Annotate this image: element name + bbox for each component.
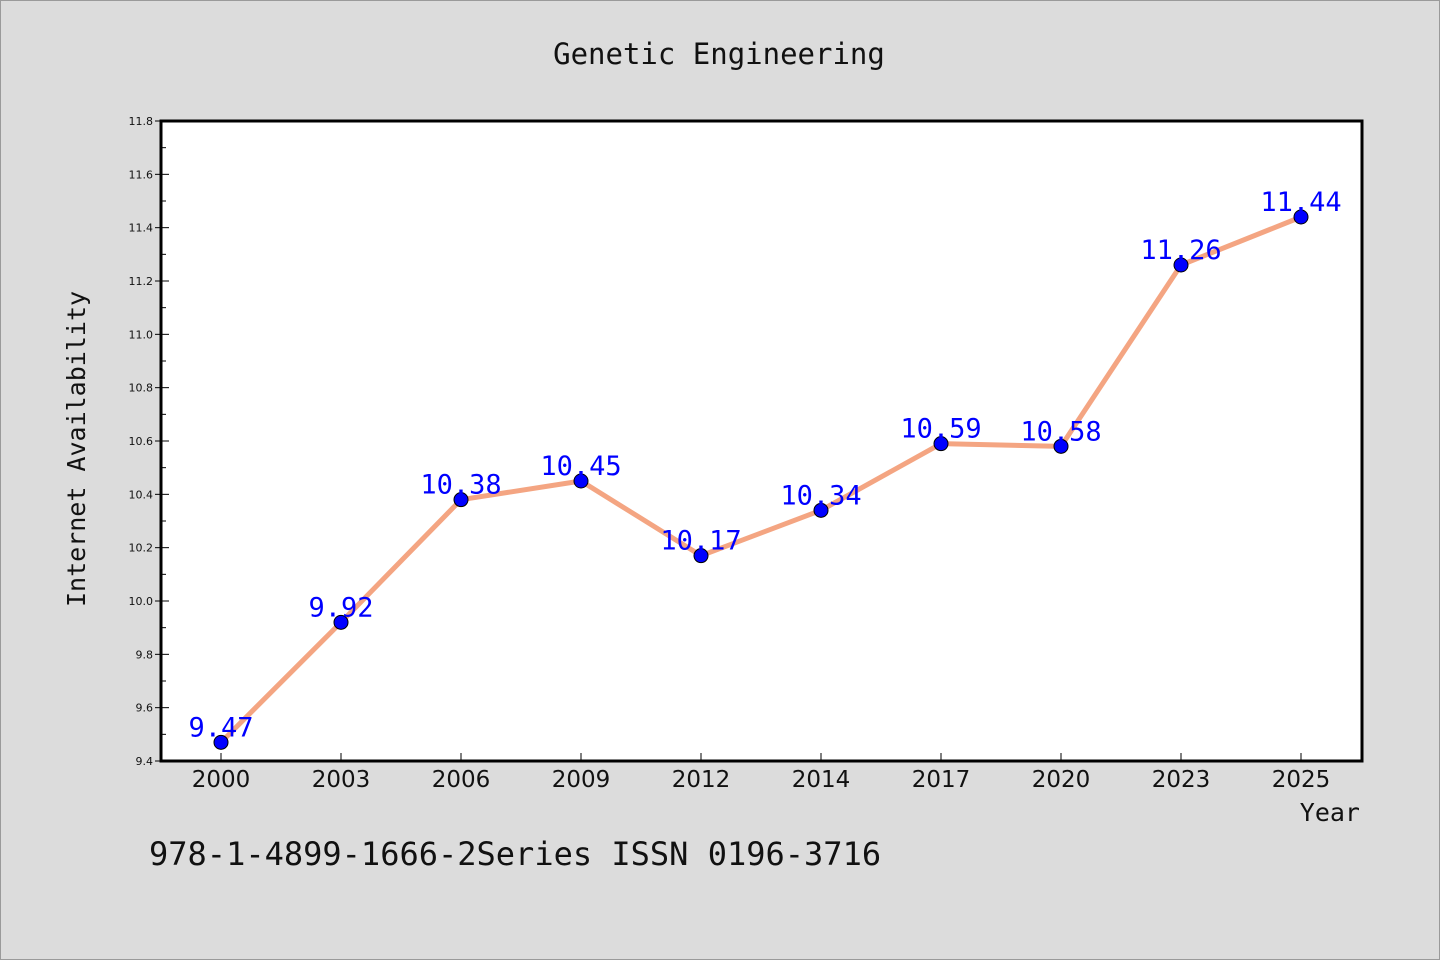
x-tick-label: 2023 [1152, 767, 1211, 793]
series-line [218, 214, 1304, 745]
x-axis-label: Year [1300, 798, 1360, 827]
x-tick-label: 2025 [1272, 767, 1331, 793]
data-label: 10.58 [1020, 416, 1101, 447]
data-point [693, 548, 709, 564]
data-label: 10.38 [420, 470, 501, 501]
footer-text: 978-1-4899-1666-2Series ISSN 0196-3716 [149, 835, 881, 873]
y-tick-label: 11.2 [129, 275, 154, 288]
y-tick-label: 11.8 [129, 115, 154, 128]
y-axis-label: Internet Availability [62, 291, 91, 607]
y-tick-label: 9.6 [136, 702, 154, 715]
x-tick-label: 2000 [192, 767, 251, 793]
data-point [1173, 257, 1189, 273]
data-point [813, 502, 829, 518]
x-tick-label: 2009 [552, 767, 611, 793]
y-tick-label: 10.6 [129, 435, 154, 448]
y-tick-label: 10.4 [129, 488, 154, 501]
data-point [573, 473, 589, 489]
x-tick-label: 2003 [312, 767, 371, 793]
x-tick-label: 2020 [1032, 767, 1091, 793]
data-label: 9.47 [188, 712, 253, 743]
data-label: 10.59 [900, 414, 981, 445]
y-tick-label: 9.4 [136, 755, 154, 768]
data-point [933, 436, 949, 452]
x-tick-label: 2014 [792, 767, 851, 793]
x-tick-label: 2006 [432, 767, 491, 793]
data-labels: 9.47 9.92 10.38 10.45 10.17 10.34 10.59 10.58 11… [188, 187, 1341, 743]
data-label: 11.44 [1260, 187, 1341, 218]
data-label: 11.26 [1140, 235, 1221, 266]
y-tick-label: 11.6 [129, 168, 154, 181]
chart-title: Genetic Engineering [553, 37, 885, 71]
data-point [333, 614, 349, 630]
data-label: 10.17 [660, 526, 741, 557]
x-tick-label: 2012 [672, 767, 731, 793]
y-tick-label: 10.2 [129, 542, 154, 555]
x-axis: 2000 2003 2006 2009 2012 2014 2017 2020 2023 2025 [192, 753, 1331, 793]
y-tick-label: 10.8 [129, 382, 154, 395]
plot-area [159, 119, 1364, 763]
y-tick-label: 10.0 [129, 595, 154, 608]
data-label: 10.45 [540, 451, 621, 482]
y-tick-label: 9.8 [136, 648, 154, 661]
y-tick-label: 11.4 [129, 222, 154, 235]
y-tick-label: 11.0 [129, 328, 154, 341]
x-tick-label: 2017 [912, 767, 971, 793]
data-label: 9.92 [308, 592, 373, 623]
data-label: 10.34 [780, 480, 861, 511]
data-point [453, 492, 469, 508]
data-markers [213, 209, 1309, 750]
y-axis: 9.4 9.6 9.8 10.0 10.2 10.4 10.6 10.8 11.0 11.2 11.… [129, 115, 169, 768]
data-point [213, 734, 229, 750]
data-point [1053, 438, 1069, 454]
data-point [1293, 209, 1309, 225]
